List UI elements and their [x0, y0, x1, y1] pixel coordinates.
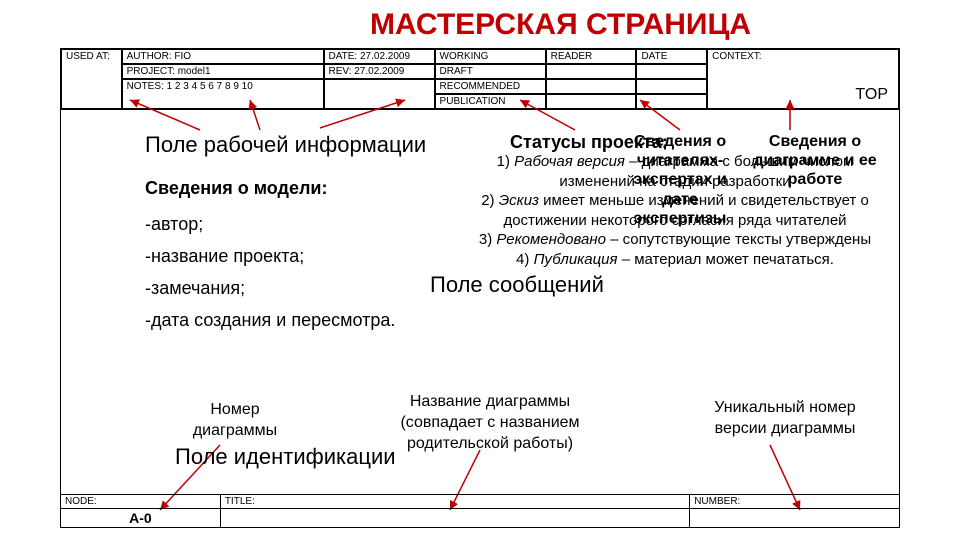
- rev-cell: REV: 27.02.2009: [324, 64, 435, 79]
- author-label: AUTHOR:: [127, 51, 172, 62]
- msg-field-heading: Поле сообщений: [430, 272, 604, 298]
- s2a: 2): [481, 192, 499, 209]
- work-info-heading: Поле рабочей информации: [145, 132, 426, 158]
- page-title: МАСТЕРСКАЯ СТРАНИЦА: [370, 8, 751, 42]
- model-info-label: Сведения о модели:: [145, 178, 327, 200]
- draft-cell: DRAFT: [435, 64, 546, 79]
- reader-cell: READER: [546, 49, 637, 64]
- node-value-cell: A-0: [61, 509, 221, 528]
- version-num-label: Уникальный номер версии диаграммы: [710, 398, 860, 440]
- s2c: имеет меньше изменений и свидетельствует…: [503, 192, 868, 229]
- project-cell: PROJECT: model1: [122, 64, 324, 79]
- s3a: 3): [479, 231, 497, 248]
- frame-footer-table: NODE: TITLE: NUMBER: A-0: [60, 494, 900, 528]
- recommended-cell: RECOMMENDED: [435, 79, 546, 94]
- s3c: – сопутствующие тексты утверждены: [606, 231, 871, 248]
- ident-field-heading: Поле идентификации: [175, 444, 396, 470]
- notes-label: NOTES:: [127, 81, 164, 92]
- project-value: model1: [178, 66, 211, 77]
- rev-value: 27.02.2009: [354, 66, 404, 77]
- s3b: Рекомендовано: [496, 231, 606, 248]
- rev-label: REV:: [329, 66, 352, 77]
- author-value: FIO: [174, 51, 191, 62]
- number-label-cell: NUMBER:: [690, 495, 900, 509]
- s4a: 4): [516, 251, 534, 268]
- diagram-num-label: Номер диаграммы: [175, 400, 295, 442]
- diagram-info-1: Сведения о: [769, 133, 861, 150]
- context-label: CONTEXT:: [712, 51, 761, 62]
- date-label: DATE:: [329, 51, 358, 62]
- s4c: – материал может печататься.: [618, 251, 834, 268]
- date-cell: DATE: 27.02.2009: [324, 49, 435, 64]
- remarks-item: -замечания;: [145, 278, 245, 300]
- s1b: Рабочая версия: [514, 153, 625, 170]
- s1a: 1): [497, 153, 515, 170]
- statuses-block: 1) Рабочая версия – диаграмма с большим …: [460, 152, 890, 269]
- s4b: Публикация: [534, 251, 618, 268]
- author-item: -автор;: [145, 214, 203, 236]
- diagram-title-label: Название диаграммы (совпадает с название…: [370, 392, 610, 454]
- node-label-cell: NODE:: [61, 495, 221, 509]
- s2b: Эскиз: [499, 192, 539, 209]
- project-label: PROJECT:: [127, 66, 175, 77]
- notes-value: 1 2 3 4 5 6 7 8 9 10: [167, 81, 253, 92]
- project-name-item: -название проекта;: [145, 246, 304, 268]
- date2-cell: DATE: [636, 49, 707, 64]
- title-label-cell: TITLE:: [220, 495, 689, 509]
- date-create-item: -дата создания и пересмотра.: [145, 310, 395, 332]
- working-cell: WORKING: [435, 49, 546, 64]
- author-cell: AUTHOR: FIO: [122, 49, 324, 64]
- date-value: 27.02.2009: [360, 51, 410, 62]
